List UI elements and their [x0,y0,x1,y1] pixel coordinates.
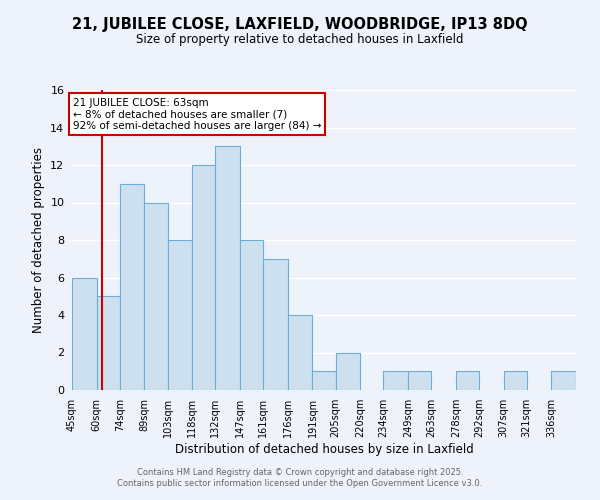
Bar [335,352,360,390]
Bar [97,296,120,390]
Bar [240,240,263,390]
Text: 21, JUBILEE CLOSE, LAXFIELD, WOODBRIDGE, IP13 8DQ: 21, JUBILEE CLOSE, LAXFIELD, WOODBRIDGE,… [72,18,528,32]
X-axis label: Distribution of detached houses by size in Laxfield: Distribution of detached houses by size … [175,442,473,456]
Text: Size of property relative to detached houses in Laxfield: Size of property relative to detached ho… [136,32,464,46]
Bar [408,371,431,390]
Bar [192,165,215,390]
Text: Contains HM Land Registry data © Crown copyright and database right 2025.
Contai: Contains HM Land Registry data © Crown c… [118,468,482,487]
Bar [167,240,192,390]
Bar [503,371,527,390]
Text: 21 JUBILEE CLOSE: 63sqm
← 8% of detached houses are smaller (7)
92% of semi-deta: 21 JUBILEE CLOSE: 63sqm ← 8% of detached… [73,98,322,130]
Bar [456,371,479,390]
Bar [313,371,335,390]
Bar [288,315,313,390]
Bar [383,371,408,390]
Bar [215,146,240,390]
Bar [551,371,576,390]
Bar [263,259,288,390]
Y-axis label: Number of detached properties: Number of detached properties [32,147,44,333]
Bar [145,202,167,390]
Bar [120,184,145,390]
Bar [72,278,97,390]
